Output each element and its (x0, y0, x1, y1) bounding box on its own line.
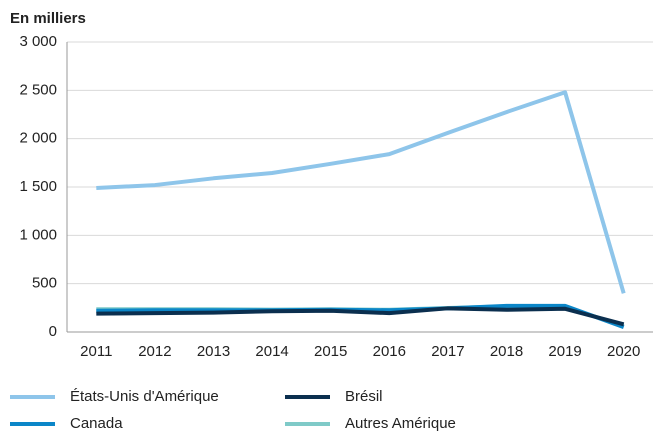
x-tick-label: 2013 (197, 343, 230, 360)
y-tick-label: 1 000 (19, 226, 57, 243)
y-tick-label: 0 (49, 323, 57, 340)
x-tick-label: 2018 (490, 343, 523, 360)
series-line (96, 90, 626, 294)
legend-label: Brésil (345, 388, 383, 405)
x-tick-label: 2020 (607, 343, 640, 360)
y-tick-label: 500 (32, 275, 57, 292)
y-tick-label: 3 000 (19, 33, 57, 50)
x-tick-label: 2012 (138, 343, 171, 360)
legend-label: Canada (70, 415, 123, 432)
x-tick-label: 2011 (80, 343, 112, 360)
series-line (96, 306, 625, 327)
x-tick-label: 2014 (255, 343, 288, 360)
x-tick-label: 2016 (373, 343, 406, 360)
x-tick-label: 2017 (431, 343, 464, 360)
y-tick-label: 1 500 (19, 178, 57, 195)
chart-title: En milliers (10, 10, 86, 27)
y-tick-label: 2 500 (19, 81, 57, 98)
y-tick-label: 2 000 (19, 130, 57, 147)
legend-label: États-Unis d'Amérique (70, 388, 219, 405)
legend-label: Autres Amérique (345, 415, 456, 432)
x-tick-label: 2019 (548, 343, 581, 360)
x-tick-label: 2015 (314, 343, 347, 360)
